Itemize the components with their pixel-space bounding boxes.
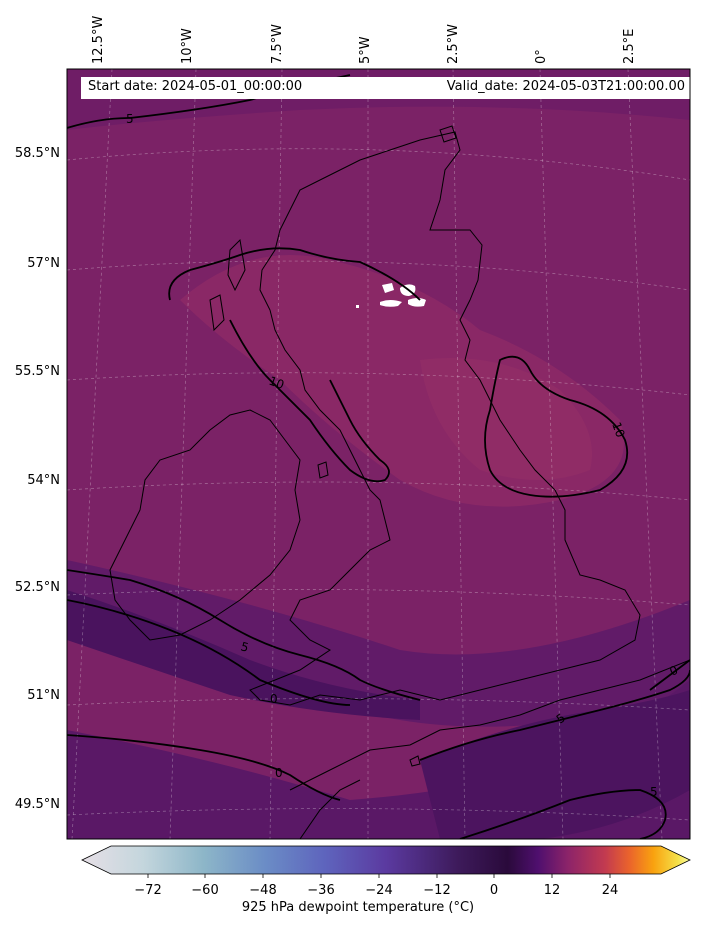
colorbar-tick-label: 24 [601,883,619,898]
contour-label: 10 [267,374,286,392]
start-date-label: Start date: 2024-05-01_00:00:00 [88,79,303,94]
colorbar-tick-label: −36 [307,883,335,898]
colorbar-tick-label: 0 [489,883,499,898]
colorbar-tick-label: −48 [249,883,277,898]
colorbar-tick-label: −72 [134,883,162,898]
contour-label: 0 [270,692,278,706]
longitude-label: 0° [534,49,549,64]
latitude-label: 54°N [27,473,60,488]
longitude-label: 5°W [358,36,373,64]
coastlines [109,125,690,839]
latitude-label: 55.5°N [14,364,60,379]
contour-labels: 5 10 10 5 0 0 0 5 5 [126,112,680,799]
colorbar-tick-label: 12 [543,883,561,898]
graticule [67,69,690,839]
contour-label: 5 [126,112,134,126]
colorbar-tick-label: −24 [365,883,393,898]
contours [67,74,690,839]
colorbar-title: 925 hPa dewpoint temperature (°C) [241,900,475,915]
colorbar [81,845,691,878]
contour-label: 5 [239,639,250,655]
latitude-label: 49.5°N [14,797,60,812]
valid-date-label: Valid_date: 2024-05-03T21:00:00.00 [446,79,685,94]
latitude-label: 52.5°N [14,580,60,595]
colorbar-tick-label: −12 [423,883,451,898]
latitude-label: 57°N [27,256,60,271]
longitude-label: 2.5°W [446,23,461,64]
colorbar-tick-label: −60 [191,883,219,898]
contour-label: 5 [650,785,658,799]
contour-label: 10 [609,420,627,439]
longitude-label: 10°W [180,28,195,64]
latitude-label: 51°N [27,688,60,703]
longitude-label: 2.5°E [622,28,637,64]
longitude-label: 7.5°W [270,23,285,64]
longitude-label: 12.5°W [91,15,106,64]
dewpoint-field: 5 10 10 5 0 0 0 5 5 [67,69,690,839]
contour-label: 0 [275,766,283,780]
latitude-label: 58.5°N [14,146,60,161]
